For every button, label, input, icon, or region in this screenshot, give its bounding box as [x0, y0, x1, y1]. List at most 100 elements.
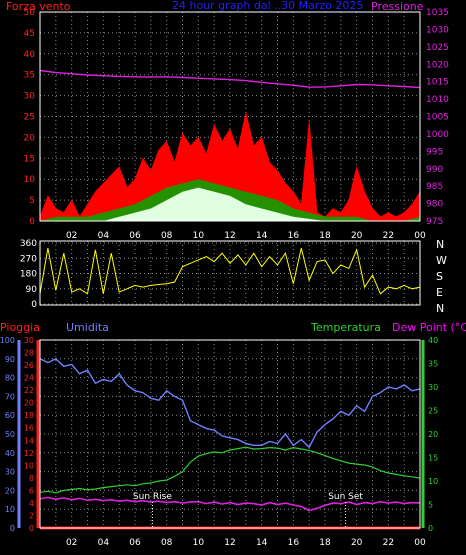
rain-tick-label: 8 — [29, 474, 34, 483]
sun-event-label: Sun Set — [328, 492, 363, 502]
rain-tick-label: 18 — [24, 411, 34, 420]
humidity-tick-label: 90 — [5, 355, 15, 364]
time-tick-label: 04 — [98, 538, 110, 548]
wind-speed-tick-label: 25 — [24, 113, 35, 123]
time-tick-label: 08 — [161, 231, 173, 241]
time-tick-label: 12 — [224, 231, 235, 241]
direction-tick-label: 270 — [20, 254, 37, 264]
temperature-tick-label: 35 — [428, 360, 438, 369]
humidity-tick-label: 30 — [5, 468, 15, 477]
humidity-tick-label: 60 — [5, 411, 15, 420]
pressure-tick-label: 1035 — [426, 8, 449, 18]
pressure-ticks: 975 980 985 990 995 1000 1005 1010 1015 1020 1025 1… — [426, 8, 449, 227]
time-tick-label: 16 — [288, 538, 300, 548]
rain-tick-label: 0 — [29, 524, 34, 533]
wind-speed-tick-label: 10 — [24, 175, 36, 185]
dewpoint-line — [39, 496, 421, 512]
humidity-tick-label: 0 — [10, 524, 15, 533]
panel1-time-ticks: 02 04 06 08 10 12 14 16 18 20 22 00 — [66, 231, 426, 241]
wind-speed-tick-label: 15 — [24, 154, 35, 164]
time-tick-label: 10 — [193, 231, 205, 241]
pressure-axis-label: Pressione — [371, 0, 424, 13]
temperature-tick-label: 20 — [428, 430, 438, 439]
humidity-axis-label: Umidita — [66, 321, 109, 334]
direction-tick-label: 0 — [31, 300, 37, 310]
time-tick-label: 20 — [351, 231, 363, 241]
time-tick-label: 16 — [288, 231, 300, 241]
wind-speed-tick-label: 5 — [29, 196, 35, 206]
wind-speed-tick-label: 50 — [24, 8, 36, 18]
temperature-tick-label: 15 — [428, 454, 438, 463]
compass-label: E — [436, 286, 443, 299]
rain-axis-label: Pioggia — [0, 321, 40, 334]
wind-speed-tick-label: 45 — [24, 29, 35, 39]
wind-speed-tick-label: 30 — [24, 92, 36, 102]
humidity-tick-label: 70 — [5, 392, 15, 401]
time-tick-label: 02 — [66, 538, 77, 548]
time-tick-label: 00 — [414, 231, 426, 241]
rain-tick-label: 12 — [24, 449, 34, 458]
rain-tick-label: 28 — [24, 349, 34, 358]
rain-tick-label: 26 — [24, 361, 34, 370]
time-tick-label: 18 — [319, 231, 331, 241]
pressure-tick-label: 1005 — [426, 113, 449, 123]
time-tick-label: 20 — [351, 538, 363, 548]
temperature-tick-label: 25 — [428, 407, 438, 416]
temperature-axis-label: Temperatura — [310, 321, 381, 334]
temperature-tick-label: 0 — [428, 524, 433, 533]
time-tick-label: 00 — [414, 538, 426, 548]
time-tick-label: 22 — [383, 231, 394, 241]
panel1-frame — [39, 11, 421, 222]
humidity-tick-label: 80 — [5, 374, 15, 383]
time-tick-label: 08 — [161, 538, 173, 548]
humidity-tick-label: 20 — [5, 486, 15, 495]
time-tick-label: 22 — [383, 538, 394, 548]
wind-speed-tick-label: 20 — [24, 133, 36, 143]
pressure-tick-label: 980 — [426, 200, 443, 210]
pressure-tick-label: 1000 — [426, 130, 449, 140]
direction-ticks: 0 90 180 270 360 — [20, 239, 37, 310]
direction-tick-label: 180 — [20, 270, 37, 280]
wind-average-area — [40, 187, 420, 221]
pressure-tick-label: 985 — [426, 182, 443, 192]
humidity-temperature-panel: 0102030405060708090100024681012141618202… — [0, 336, 438, 548]
rain-tick-label: 14 — [24, 436, 34, 445]
panel3-time-ticks: 02 04 06 08 10 12 14 16 18 20 22 00 — [66, 538, 426, 548]
compass-label: N — [436, 238, 444, 251]
time-tick-label: 02 — [66, 231, 77, 241]
sun-event-label: Sun Rise — [133, 492, 172, 502]
sun-events: Sun Rise Sun Set — [133, 492, 363, 528]
pressure-line — [39, 69, 421, 89]
time-tick-label: 06 — [129, 231, 141, 241]
wind-direction-line — [39, 247, 421, 295]
pressure-tick-label: 1025 — [426, 43, 449, 53]
pressure-tick-label: 1030 — [426, 25, 449, 35]
temperature-tick-label: 10 — [428, 477, 438, 486]
rain-tick-label: 2 — [29, 511, 34, 520]
panel3-grid — [40, 339, 420, 529]
humidity-tick-label: 40 — [5, 449, 15, 458]
humidity-tick-label: 10 — [5, 505, 15, 514]
temperature-tick-label: 5 — [428, 501, 433, 510]
wind-speed-ticks: 0 5 10 15 20 25 30 35 40 45 50 — [24, 8, 36, 227]
wind-speed-area — [39, 112, 421, 222]
rain-tick-label: 24 — [24, 374, 34, 383]
rain-tick-label: 22 — [24, 386, 34, 395]
time-tick-label: 14 — [256, 538, 268, 548]
panel2-grid — [40, 241, 420, 305]
wind-axis-label: Forza vento — [6, 0, 71, 13]
panel3-axes: 0102030405060708090100024681012141618202… — [0, 336, 438, 533]
temperature-tick-label: 40 — [428, 336, 438, 345]
time-tick-label: 12 — [224, 538, 235, 548]
pressure-tick-label: 1015 — [426, 78, 449, 88]
temperature-tick-label: 30 — [428, 383, 438, 392]
direction-tick-label: 360 — [20, 239, 37, 249]
direction-tick-label: 90 — [26, 285, 38, 295]
humidity-tick-label: 50 — [5, 430, 15, 439]
panel2-frame — [39, 240, 421, 306]
rain-tick-label: 10 — [24, 461, 34, 470]
pressure-tick-label: 995 — [426, 147, 443, 157]
pressure-tick-label: 975 — [426, 217, 443, 227]
